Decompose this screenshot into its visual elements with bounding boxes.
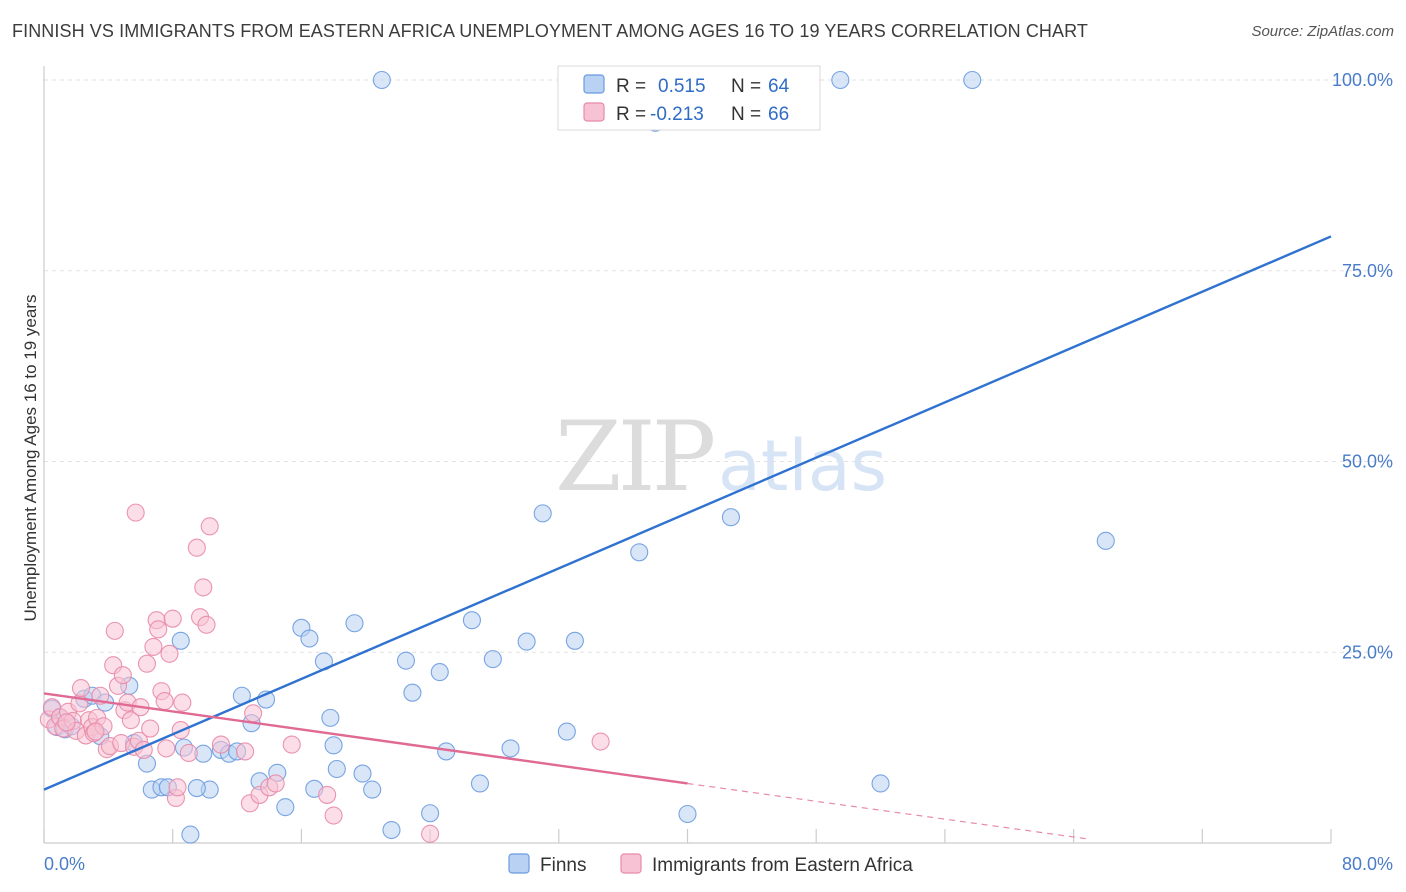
finns-point-53 <box>630 543 649 562</box>
finns-point-58 <box>871 774 890 793</box>
finns-point-37 <box>363 780 382 799</box>
finns-point-57 <box>831 70 850 90</box>
finns-point-43 <box>430 663 449 682</box>
legend-r-label-0: R = <box>616 76 646 97</box>
finns-point-41 <box>403 683 422 702</box>
immigrants-point-42 <box>168 778 187 797</box>
legend-n-label-1: N = <box>731 104 761 125</box>
immigrants-point-44 <box>173 693 192 712</box>
immigrants-point-38 <box>157 739 176 758</box>
finns-point-51 <box>557 722 576 741</box>
immigrants-point-57 <box>266 774 285 793</box>
series-legend: Finns Immigrants from Eastern Africa <box>508 853 913 876</box>
immigrants-point-9 <box>71 679 91 698</box>
finns-point-55 <box>678 804 697 824</box>
bottom-legend-finns: Finns <box>540 855 586 876</box>
watermark-zip: ZIP <box>555 401 714 513</box>
finns-points <box>42 70 1115 844</box>
chart-title: FINNISH VS IMMIGRANTS FROM EASTERN AFRIC… <box>12 21 1089 41</box>
finns-point-34 <box>327 759 346 779</box>
legend-n-value-0: 64 <box>768 76 790 97</box>
immigrants-point-27 <box>126 503 145 522</box>
finns-point-28 <box>276 798 295 817</box>
legend-n-label-0: N = <box>731 76 761 97</box>
immigrants-point-48 <box>194 578 213 597</box>
finns-point-52 <box>565 631 584 650</box>
bottom-legend-swatch-finns <box>508 853 530 874</box>
finns-point-49 <box>517 632 536 651</box>
finns-point-48 <box>501 739 520 758</box>
finns-point-42 <box>421 804 440 823</box>
finns-point-38 <box>372 70 391 90</box>
finns-point-62 <box>324 736 343 755</box>
finns-point-15 <box>171 631 190 650</box>
immigrants-point-54 <box>244 704 263 723</box>
watermark: ZIP atlas <box>555 401 887 513</box>
legend-r-value-1: -0.213 <box>650 104 704 125</box>
finns-point-40 <box>396 651 416 670</box>
source-label: Source: ZipAtlas.com <box>1251 23 1394 40</box>
legend-r-value-0: 0.515 <box>658 76 706 97</box>
legend-r-label-1: R = <box>616 104 646 125</box>
y-tick-label-0: 25.0% <box>1342 642 1393 662</box>
immigrants-points <box>39 503 610 843</box>
immigrants-point-63 <box>57 713 76 732</box>
immigrants-point-62 <box>591 732 610 751</box>
finns-point-39 <box>382 820 401 840</box>
finns-point-63 <box>187 779 206 798</box>
legend-swatch-finns <box>583 74 605 94</box>
finns-point-56 <box>721 508 740 527</box>
y-axis-label: Unemployment Among Ages 16 to 19 years <box>21 295 40 622</box>
y-tick-label-1: 50.0% <box>1342 452 1393 472</box>
immigrants-point-49 <box>197 615 216 634</box>
immigrants-point-50 <box>200 517 219 536</box>
x-tick-label-0: 0.0% <box>44 854 85 874</box>
immigrants-point-52 <box>236 742 255 761</box>
immigrants-point-31 <box>137 654 157 673</box>
immigrants-point-40 <box>163 609 182 628</box>
immigrants-trend-extension <box>687 782 1090 840</box>
immigrants-point-58 <box>282 735 301 754</box>
finns-point-50 <box>533 504 552 523</box>
bottom-legend-immigrants: Immigrants from Eastern Africa <box>652 855 913 876</box>
immigrants-point-45 <box>179 743 198 763</box>
immigrants-point-64 <box>113 666 132 685</box>
immigrants-trend-line <box>43 692 688 785</box>
immigrants-point-46 <box>187 538 206 557</box>
immigrants-point-25 <box>121 711 140 730</box>
tick-labels: 25.0% 50.0% 75.0% 100.0% 0.0% 80.0% <box>44 70 1393 874</box>
immigrants-point-20 <box>105 621 124 640</box>
legend-n-value-1: 66 <box>768 104 789 125</box>
x-tick-label-1: 80.0% <box>1342 854 1393 874</box>
finns-point-59 <box>963 70 982 90</box>
immigrants-point-39 <box>160 644 179 663</box>
finns-point-17 <box>181 825 200 844</box>
immigrants-point-60 <box>324 806 343 825</box>
finns-point-46 <box>470 774 490 793</box>
immigrants-point-33 <box>144 637 163 656</box>
finns-point-47 <box>483 650 502 669</box>
finns-point-45 <box>462 611 481 630</box>
finns-point-33 <box>321 708 340 727</box>
bottom-legend-swatch-immigrants <box>620 853 642 874</box>
correlation-legend: R = 0.515 N = 64 R = -0.213 N = 66 <box>557 65 821 131</box>
legend-swatch-immigrants <box>583 102 605 122</box>
y-tick-label-2: 75.0% <box>1342 261 1393 281</box>
immigrants-point-35 <box>149 620 168 639</box>
immigrants-point-51 <box>211 735 231 754</box>
immigrants-point-37 <box>155 692 174 711</box>
immigrants-point-32 <box>141 719 160 738</box>
finns-point-36 <box>353 764 372 783</box>
trend-lines <box>43 235 1332 840</box>
immigrants-point-59 <box>318 785 337 804</box>
y-tick-label-3: 100.0% <box>1332 70 1393 90</box>
immigrants-point-65 <box>86 722 105 741</box>
finns-point-30 <box>300 629 319 648</box>
immigrants-point-61 <box>421 824 440 843</box>
finns-point-60 <box>1096 531 1115 550</box>
finns-point-35 <box>345 614 364 633</box>
finns-trend-line <box>43 235 1332 791</box>
gridlines <box>44 79 1395 653</box>
